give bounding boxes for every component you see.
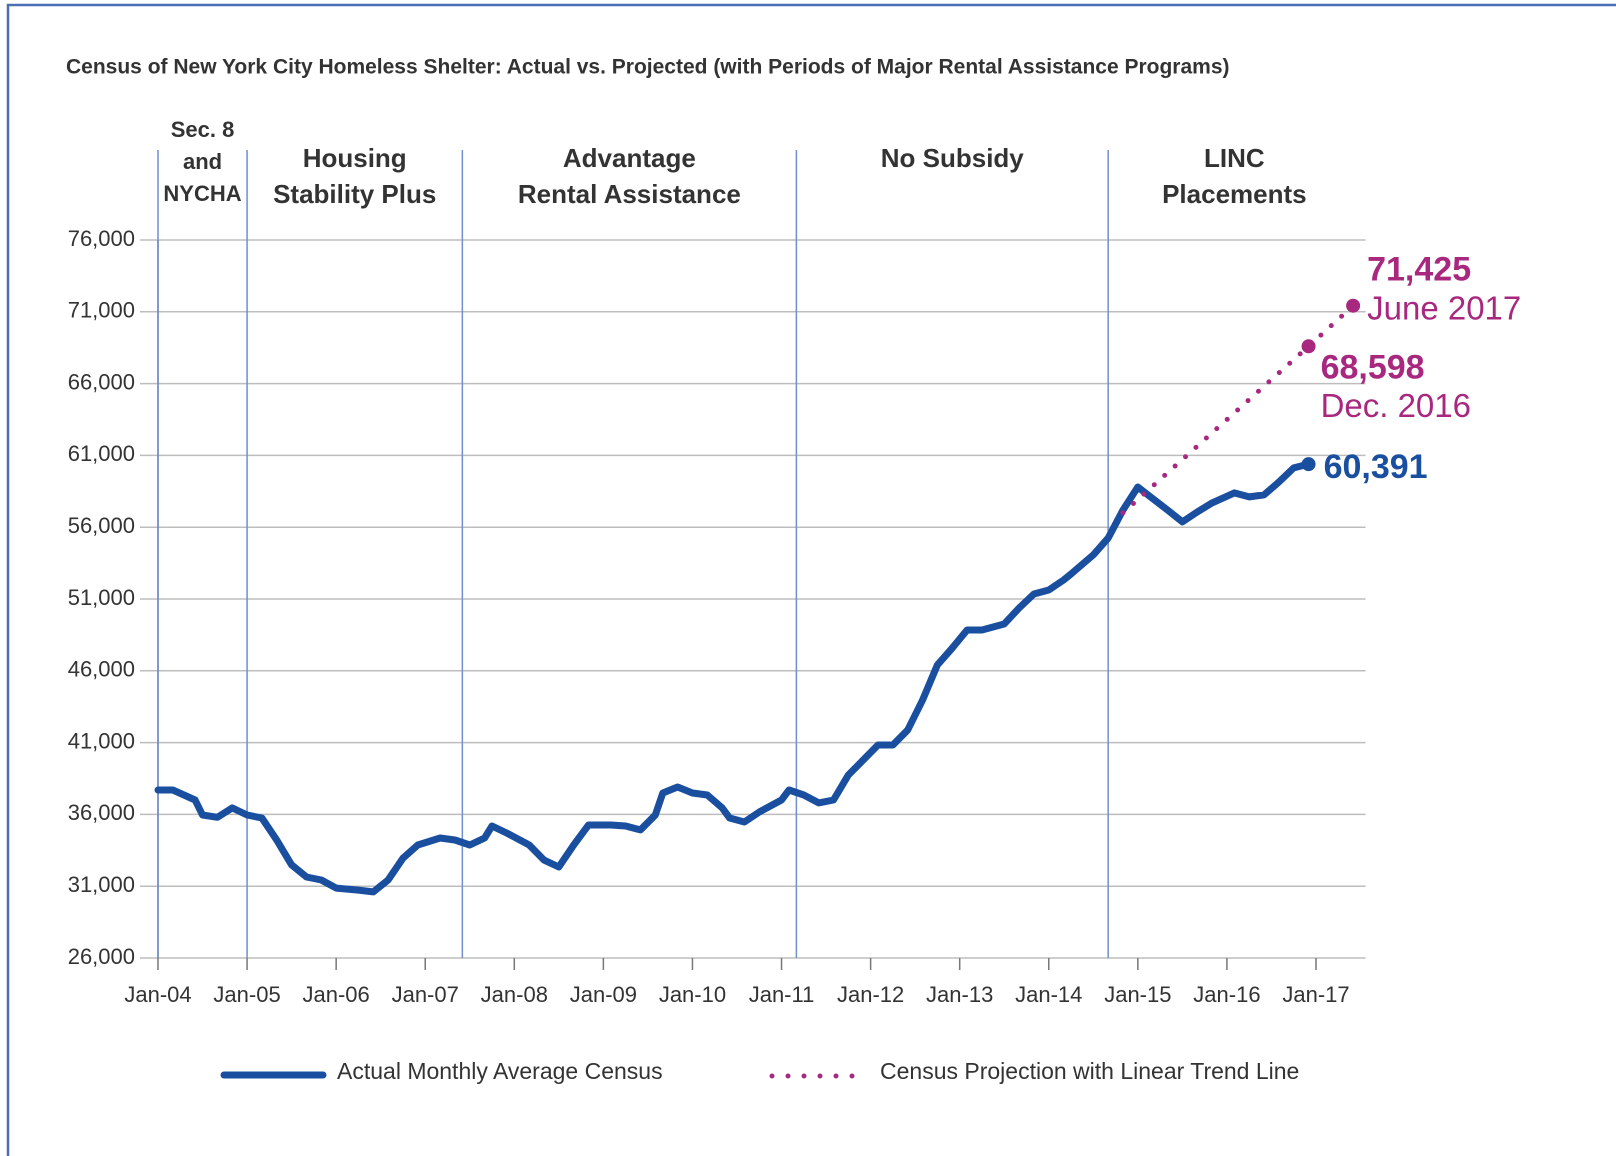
series-line <box>1120 303 1356 516</box>
point-marker <box>1301 457 1316 472</box>
x-tick-label: Jan-17 <box>1282 982 1349 1007</box>
x-tick-label: Jan-11 <box>749 982 815 1007</box>
y-tick-label: 51,000 <box>68 585 135 610</box>
y-tick-label: 36,000 <box>68 800 135 825</box>
y-tick-label: 76,000 <box>68 226 135 251</box>
legend-label: Actual Monthly Average Census <box>337 1058 663 1084</box>
period-label: NYCHA <box>163 181 241 206</box>
period-label: Housing <box>303 143 407 173</box>
value-label: 60,391 <box>1324 448 1428 486</box>
x-tick-label: Jan-04 <box>124 982 191 1007</box>
x-tick-label: Jan-07 <box>392 982 459 1007</box>
period-label: Rental Assistance <box>518 179 741 209</box>
period-label: Advantage <box>563 143 696 173</box>
period-label: Stability Plus <box>273 179 436 209</box>
x-tick-label: Jan-16 <box>1193 982 1260 1007</box>
period-label: Sec. 8 <box>171 117 235 142</box>
chart-title: Census of New York City Homeless Shelter… <box>66 56 1230 79</box>
y-tick-label: 26,000 <box>68 944 135 969</box>
y-tick-label: 71,000 <box>68 298 135 323</box>
y-tick-label: 66,000 <box>68 369 135 394</box>
point-marker <box>1346 298 1361 313</box>
period-label: LINC <box>1204 143 1265 173</box>
y-tick-label: 61,000 <box>68 441 135 466</box>
period-label: Placements <box>1162 179 1307 209</box>
x-tick-label: Jan-08 <box>481 982 548 1007</box>
x-tick-label: Jan-06 <box>303 982 370 1007</box>
y-tick-label: 46,000 <box>68 657 135 682</box>
x-tick-label: Jan-15 <box>1104 982 1171 1007</box>
value-label: 71,425 <box>1367 251 1471 289</box>
legend-label: Census Projection with Linear Trend Line <box>880 1058 1299 1084</box>
y-tick-label: 56,000 <box>68 513 135 538</box>
series-line <box>154 460 1313 896</box>
x-tick-label: Jan-14 <box>1015 982 1082 1007</box>
frame <box>6 3 1616 1156</box>
value-label: 68,598 <box>1321 348 1425 386</box>
value-note: Dec. 2016 <box>1321 387 1471 424</box>
y-tick-label: 31,000 <box>68 872 135 897</box>
period-label: and <box>183 149 222 174</box>
x-tick-label: Jan-05 <box>213 982 280 1007</box>
x-tick-label: Jan-13 <box>926 982 993 1007</box>
value-note: June 2017 <box>1367 289 1521 326</box>
y-tick-label: 41,000 <box>68 728 135 753</box>
x-tick-label: Jan-09 <box>570 982 637 1007</box>
x-tick-label: Jan-10 <box>659 982 726 1007</box>
period-label: No Subsidy <box>881 143 1025 173</box>
point-marker <box>1301 339 1316 354</box>
x-tick-label: Jan-12 <box>837 982 904 1007</box>
